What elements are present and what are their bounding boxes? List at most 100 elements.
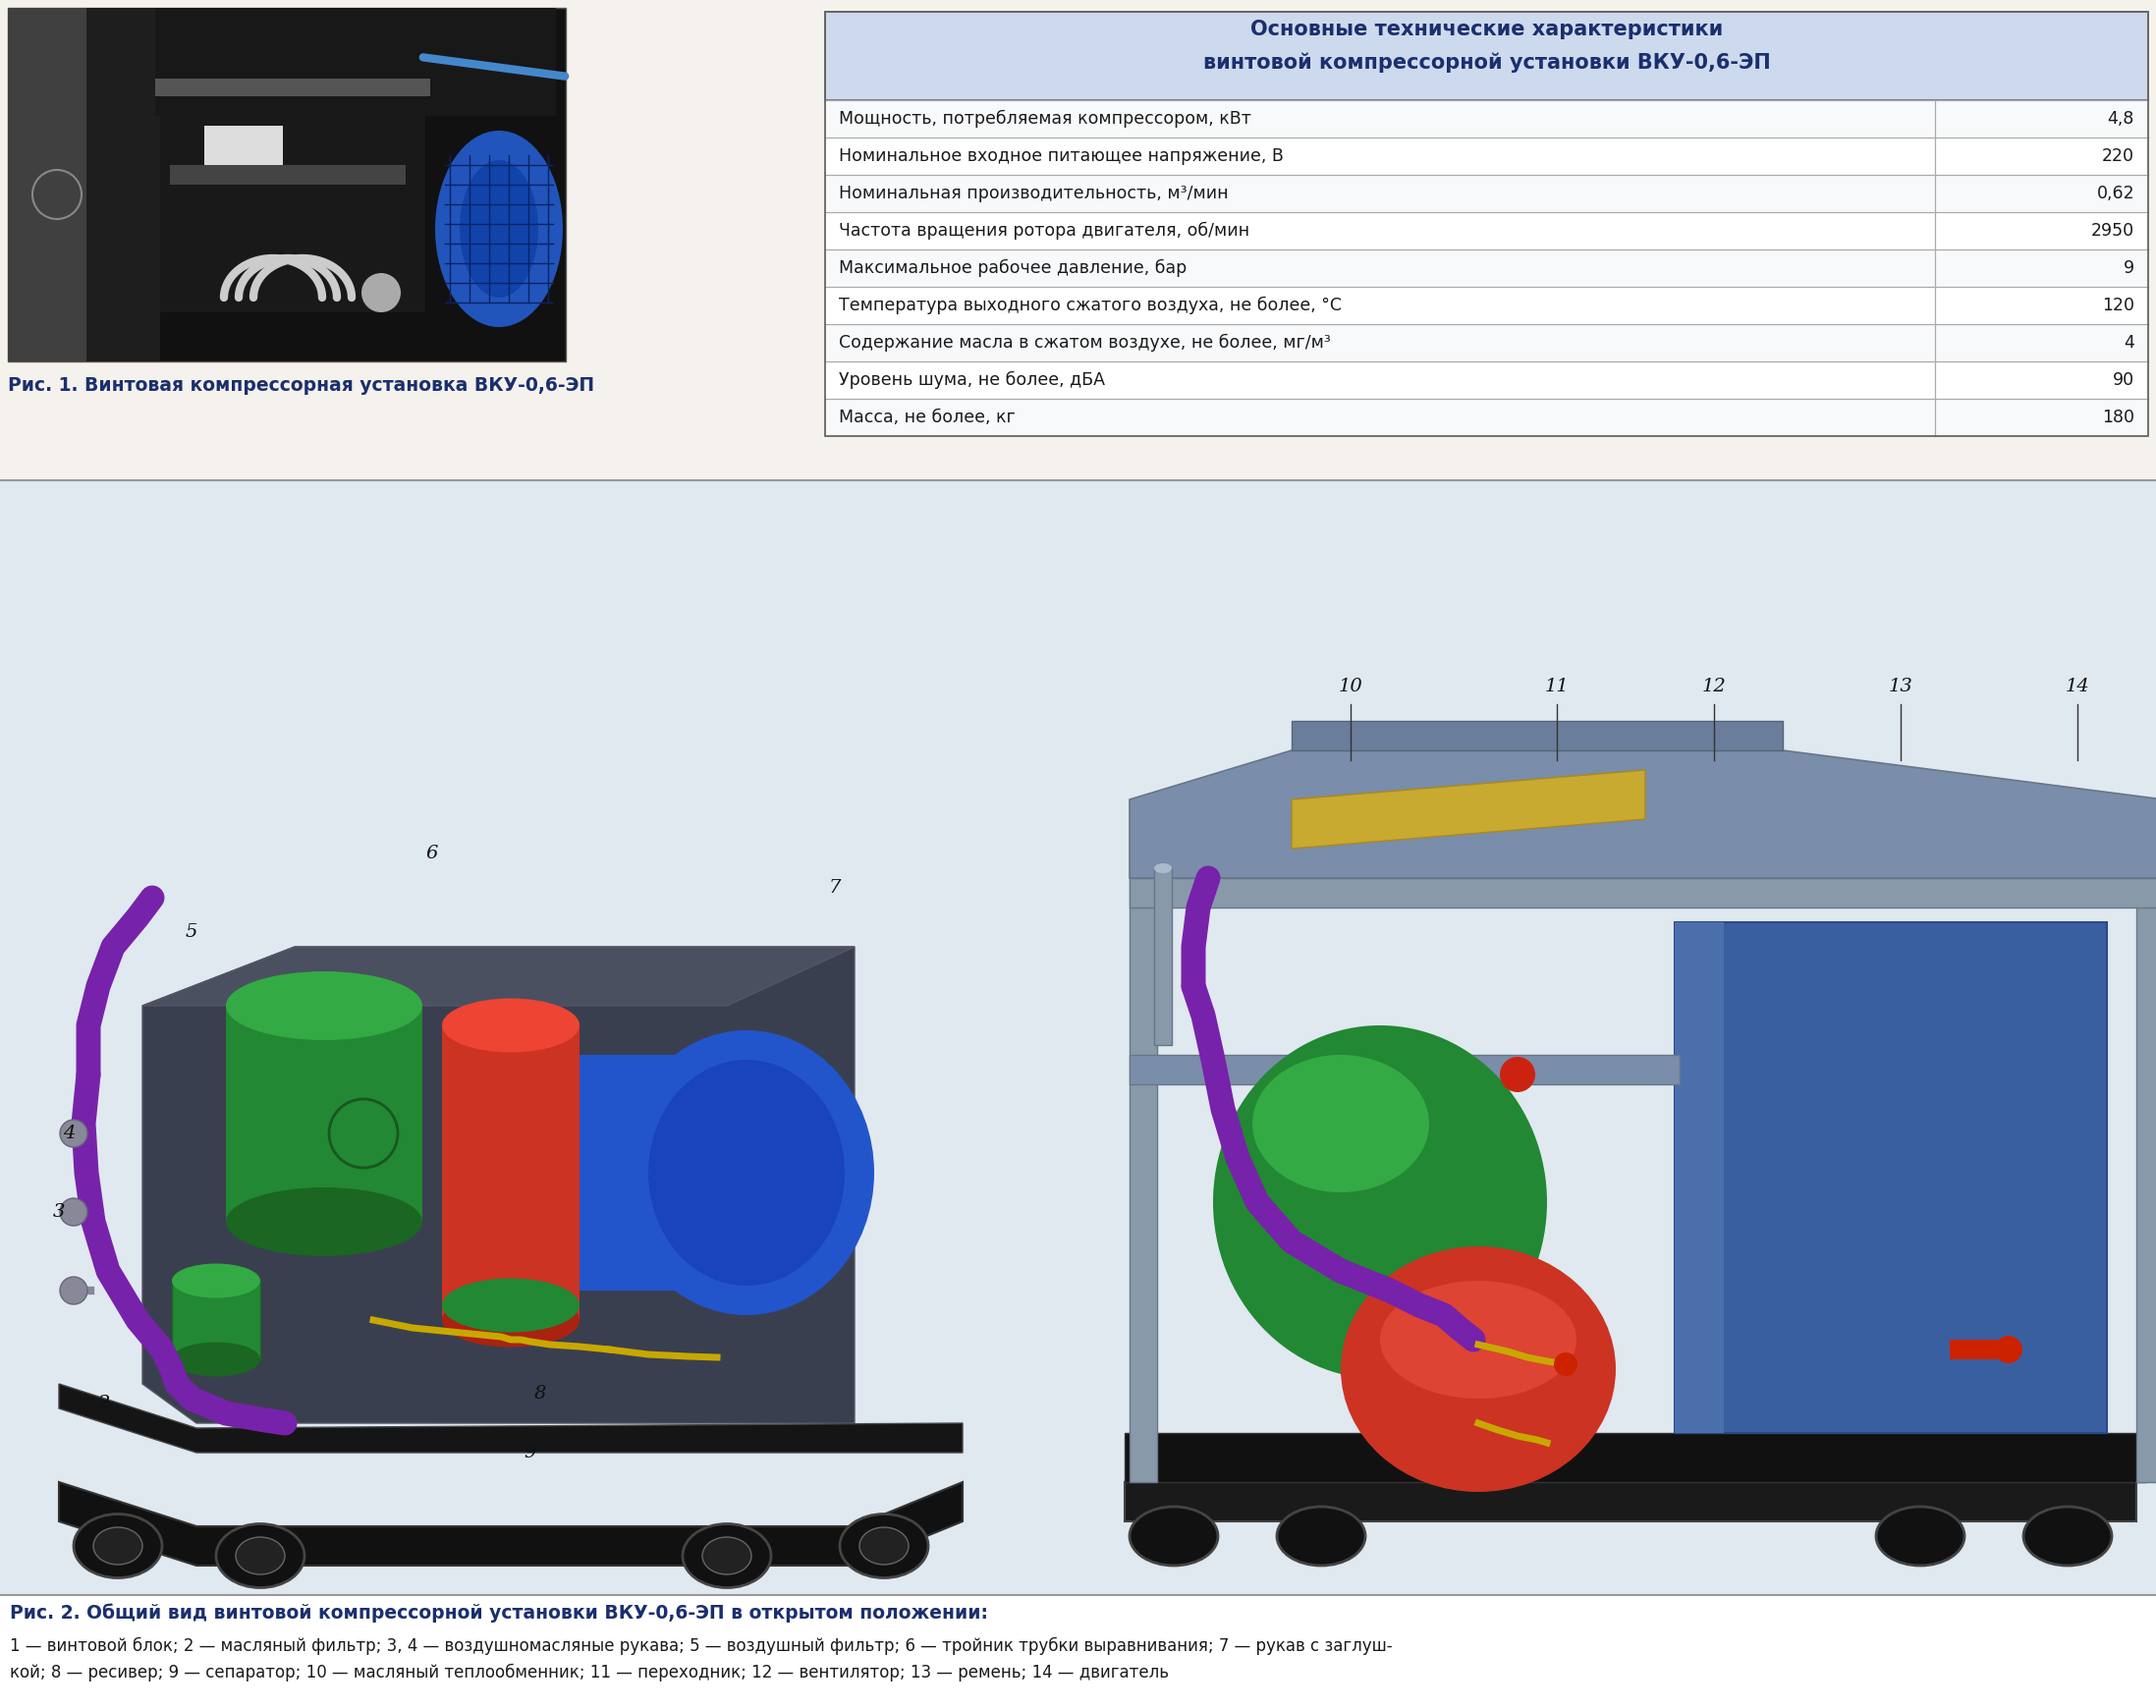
Ellipse shape [216, 1524, 304, 1588]
Ellipse shape [860, 1527, 908, 1565]
Bar [826, 101, 2147, 138]
Text: 4: 4 [63, 1124, 75, 1143]
Text: Максимальное рабочее давление, бар: Максимальное рабочее давление, бар [839, 260, 1186, 277]
Bar [172, 1281, 261, 1360]
Text: Рис. 1. Винтовая компрессорная установка ВКУ-0,6-ЭП: Рис. 1. Винтовая компрессорная установка… [9, 376, 595, 395]
Ellipse shape [93, 1527, 142, 1565]
Text: 6: 6 [427, 845, 438, 863]
Text: Содержание масла в сжатом воздухе, не более, мг/м³: Содержание масла в сжатом воздухе, не бо… [839, 333, 1330, 352]
Text: 9: 9 [2124, 260, 2134, 277]
Ellipse shape [1876, 1506, 1964, 1566]
Bar [1291, 721, 1783, 750]
Bar [2137, 873, 2156, 1483]
Ellipse shape [683, 1524, 772, 1588]
Text: 3: 3 [54, 1202, 65, 1221]
Circle shape [1994, 1336, 2022, 1363]
Bar [826, 325, 2147, 362]
Bar [826, 362, 2147, 398]
Ellipse shape [1130, 1506, 1218, 1566]
Bar [9, 9, 565, 362]
Text: кой; 8 — ресивер; 9 — сепаратор; 10 — масляный теплообменник; 11 — переходник; 1: кой; 8 — ресивер; 9 — сепаратор; 10 — ма… [11, 1664, 1169, 1682]
Text: 14: 14 [2065, 678, 2089, 695]
Bar [170, 166, 405, 184]
Polygon shape [58, 1383, 962, 1452]
Text: Номинальное входное питающее напряжение, В: Номинальное входное питающее напряжение,… [839, 147, 1283, 166]
Bar [826, 249, 2147, 287]
Bar [0, 0, 2156, 482]
Circle shape [60, 1199, 88, 1226]
Text: Частота вращения ротора двигателя, об/мин: Частота вращения ротора двигателя, об/ми… [839, 222, 1250, 239]
Bar [826, 287, 2147, 325]
Ellipse shape [841, 1513, 929, 1578]
Circle shape [1554, 1353, 1578, 1377]
Bar [226, 1006, 423, 1221]
Bar [9, 9, 86, 362]
Circle shape [60, 1120, 88, 1148]
Circle shape [362, 273, 401, 313]
Text: 9: 9 [524, 1443, 537, 1462]
Circle shape [1501, 1057, 1535, 1091]
Bar [826, 174, 2147, 212]
Text: Рис. 2. Общий вид винтовой компрессорной установки ВКУ-0,6-ЭП в открытом положен: Рис. 2. Общий вид винтовой компрессорной… [11, 1602, 987, 1623]
Bar [1949, 1339, 2009, 1360]
Text: Номинальная производительность, м³/мин: Номинальная производительность, м³/мин [839, 184, 1229, 202]
Ellipse shape [442, 999, 580, 1052]
Ellipse shape [442, 1293, 580, 1348]
Ellipse shape [1341, 1247, 1615, 1491]
Ellipse shape [1214, 1025, 1548, 1378]
Ellipse shape [226, 972, 423, 1040]
Text: 10: 10 [1339, 678, 1363, 695]
Text: 4,8: 4,8 [2109, 109, 2134, 128]
Bar [442, 1025, 580, 1320]
Bar [826, 12, 2147, 436]
Text: Уровень шума, не более, дБА: Уровень шума, не более, дБА [839, 371, 1106, 389]
Polygon shape [1130, 750, 2156, 878]
Text: 13: 13 [1889, 678, 1912, 695]
Ellipse shape [1380, 1281, 1576, 1399]
Bar [1130, 1056, 1680, 1085]
Text: 5: 5 [185, 924, 198, 941]
Bar [569, 1056, 765, 1291]
Bar [826, 398, 2147, 436]
Bar [1675, 922, 1725, 1433]
Text: 2950: 2950 [2091, 222, 2134, 239]
Bar [0, 480, 2156, 1595]
Polygon shape [58, 1483, 962, 1566]
Ellipse shape [235, 1537, 285, 1575]
Ellipse shape [1253, 1056, 1429, 1192]
Polygon shape [142, 946, 854, 1006]
Text: 2: 2 [97, 1395, 110, 1413]
Text: 4: 4 [2124, 335, 2134, 352]
Text: 120: 120 [2102, 297, 2134, 314]
Text: 180: 180 [2102, 408, 2134, 427]
Bar [155, 79, 431, 96]
Text: 12: 12 [1701, 678, 1727, 695]
Text: 1: 1 [397, 1532, 410, 1549]
Bar [1675, 922, 2106, 1433]
Text: 11: 11 [1544, 678, 1570, 695]
Ellipse shape [442, 1278, 580, 1332]
Ellipse shape [226, 1187, 423, 1255]
Circle shape [60, 1278, 88, 1305]
Bar [826, 212, 2147, 249]
Text: 8: 8 [535, 1385, 545, 1402]
Ellipse shape [436, 130, 563, 326]
Bar [9, 9, 160, 362]
Text: Температура выходного сжатого воздуха, не более, °С: Температура выходного сжатого воздуха, н… [839, 297, 1341, 314]
Ellipse shape [172, 1342, 261, 1377]
Bar [826, 12, 2147, 101]
Bar [1125, 1433, 2145, 1483]
Bar [205, 126, 282, 166]
Bar [155, 9, 556, 116]
Ellipse shape [172, 1264, 261, 1298]
Bar [1130, 873, 1158, 1483]
Ellipse shape [1153, 863, 1173, 873]
Ellipse shape [703, 1537, 752, 1575]
Ellipse shape [2022, 1506, 2111, 1566]
Bar [160, 96, 425, 313]
Text: 7: 7 [828, 880, 841, 897]
Polygon shape [1125, 1483, 2137, 1522]
Bar [1130, 878, 2156, 907]
Ellipse shape [1276, 1506, 1365, 1566]
Text: 220: 220 [2102, 147, 2134, 166]
